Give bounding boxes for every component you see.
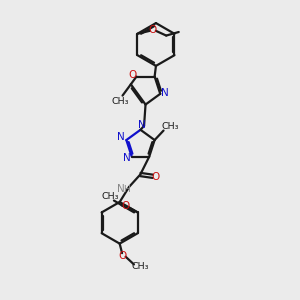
Text: O: O: [129, 70, 137, 80]
Text: H: H: [123, 185, 130, 194]
Text: O: O: [152, 172, 160, 182]
Text: N: N: [138, 120, 146, 130]
Text: CH₃: CH₃: [102, 192, 119, 201]
Text: O: O: [122, 201, 130, 211]
Text: N: N: [117, 184, 124, 194]
Text: N: N: [123, 153, 130, 163]
Text: N: N: [161, 88, 169, 98]
Text: CH₃: CH₃: [132, 262, 149, 271]
Text: N: N: [117, 132, 125, 142]
Text: O: O: [118, 251, 127, 261]
Text: CH₃: CH₃: [161, 122, 179, 131]
Text: O: O: [149, 25, 157, 35]
Text: CH₃: CH₃: [111, 97, 129, 106]
